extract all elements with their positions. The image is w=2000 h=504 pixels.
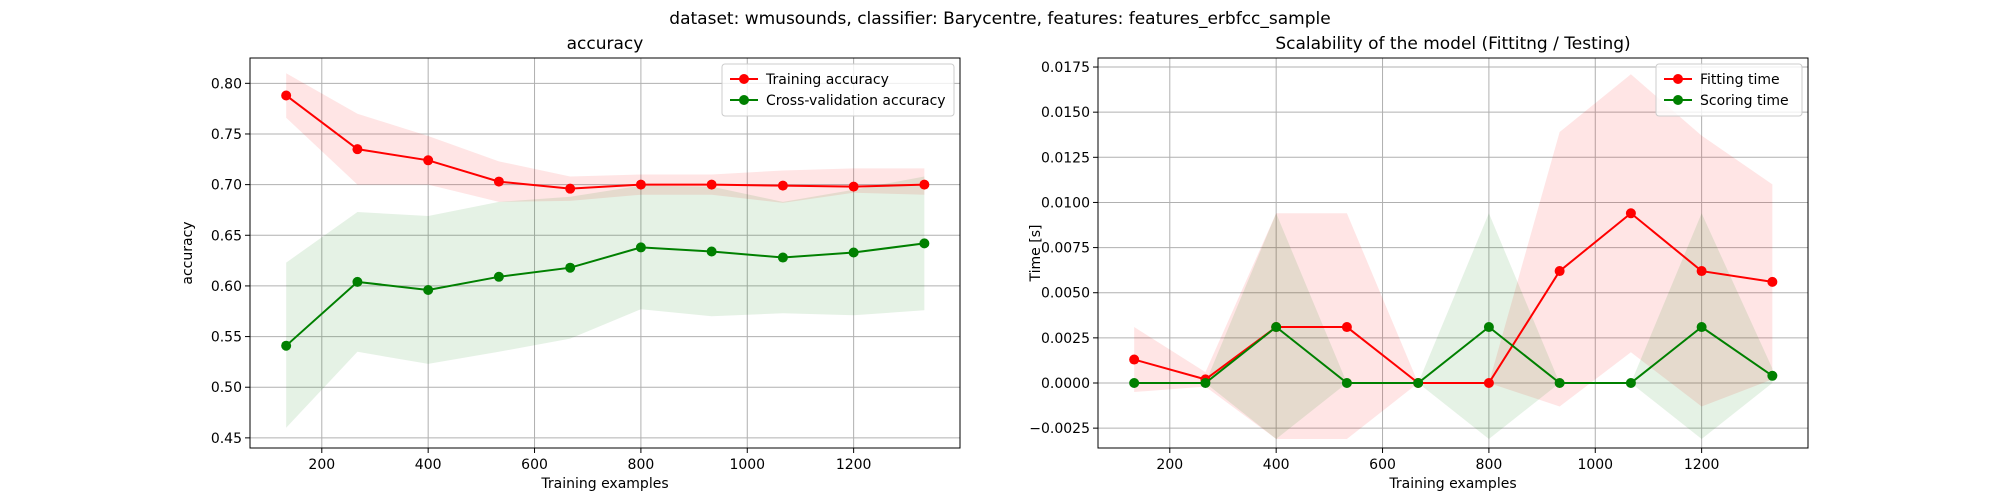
scalability-legend-box xyxy=(1655,63,1803,117)
accuracy-legend-box xyxy=(721,63,955,117)
accuracy-cross-validation-accuracy-point-0 xyxy=(281,340,292,351)
accuracy-training-accuracy-point-9 xyxy=(919,179,930,190)
accuracy-legend: Training accuracy Cross-validation accura… xyxy=(721,63,955,117)
accuracy-xtick-label-600: 600 xyxy=(521,457,548,473)
accuracy-cross-validation-accuracy-point-4 xyxy=(565,262,576,273)
accuracy-ytick-label-6: 0.75 xyxy=(211,127,242,143)
accuracy-legend-marker-cross-validation-accuracy xyxy=(739,95,749,105)
scalability-fitting-time-point-0 xyxy=(1129,354,1140,365)
accuracy-xtick-label-1200: 1200 xyxy=(836,457,872,473)
accuracy-training-accuracy-point-5 xyxy=(635,179,646,190)
scalability-ytick-label-3: 0.0050 xyxy=(1041,286,1090,302)
accuracy-ylabel: accuracy xyxy=(180,221,196,284)
accuracy-training-accuracy-point-4 xyxy=(565,183,576,194)
scalability-legend: Fitting time Scoring time xyxy=(1655,63,1803,117)
scalability-xtick-label-1000: 1000 xyxy=(1577,457,1613,473)
scalability-ytick-label-6: 0.0125 xyxy=(1041,150,1090,166)
scalability-axes-frame xyxy=(1097,57,1809,449)
scalability-fitting-time-line xyxy=(1133,211,1773,384)
accuracy-cross-validation-accuracy-point-2 xyxy=(423,284,434,295)
scalability-xtick-label-800: 800 xyxy=(1476,457,1503,473)
accuracy-cross-validation-accuracy-point-1 xyxy=(352,276,363,287)
accuracy-cross-validation-accuracy-point-9 xyxy=(919,238,930,249)
accuracy-cross-validation-accuracy-point-7 xyxy=(777,252,788,263)
scalability-scoring-time-point-3 xyxy=(1341,378,1352,388)
scalability-scoring-time-band xyxy=(1134,213,1773,439)
accuracy-cross-validation-accuracy-point-5 xyxy=(635,242,646,253)
scalability-ytick-label-4: 0.0075 xyxy=(1041,241,1090,257)
scalability-fitting-time-point-9 xyxy=(1767,276,1778,287)
scalability-ylabel: Time [s] xyxy=(1028,225,1044,283)
accuracy-ytick-label-0: 0.45 xyxy=(211,431,242,447)
accuracy-title: accuracy xyxy=(567,34,644,54)
scalability-scoring-time-line xyxy=(1134,325,1773,384)
scalability-scoring-time-point-6 xyxy=(1554,378,1565,388)
scalability-legend-marker-scoring-time xyxy=(1673,95,1683,105)
accuracy-xtick-label-800: 800 xyxy=(628,457,655,473)
accuracy-ytick-label-7: 0.80 xyxy=(211,76,242,92)
scalability-legend-label-fitting-time: Fitting time xyxy=(1700,72,1780,88)
scalability-xtick-label-1200: 1200 xyxy=(1684,457,1720,473)
scalability-scoring-time-point-2 xyxy=(1271,322,1282,333)
accuracy-ytick-label-3: 0.60 xyxy=(211,279,242,295)
scalability-scoring-time-point-1 xyxy=(1200,378,1211,388)
scalability-xlabel: Training examples xyxy=(1388,476,1516,492)
accuracy-training-accuracy-point-0 xyxy=(281,90,292,101)
accuracy-xtick-label-200: 200 xyxy=(308,457,335,473)
scalability-xtick-label-400: 400 xyxy=(1263,457,1290,473)
scalability-ytick-label-5: 0.0100 xyxy=(1041,195,1090,211)
scalability-fitting-time-point-7 xyxy=(1625,208,1636,219)
accuracy-cross-validation-accuracy-line xyxy=(285,242,925,347)
scalability-legend-label-scoring-time: Scoring time xyxy=(1700,93,1789,109)
accuracy-training-accuracy-band xyxy=(286,73,925,203)
scalability-fitting-time-point-8 xyxy=(1696,266,1707,277)
accuracy-cross-validation-accuracy-point-8 xyxy=(848,247,859,258)
accuracy-xtick-label-400: 400 xyxy=(415,457,442,473)
scalability-fitting-time-point-6 xyxy=(1554,266,1565,277)
accuracy-xlabel: Training examples xyxy=(540,476,668,492)
accuracy-cross-validation-accuracy-point-6 xyxy=(706,246,717,257)
accuracy-training-accuracy-line xyxy=(285,94,925,190)
accuracy-legend-marker-training-accuracy xyxy=(739,74,749,84)
accuracy-ytick-label-2: 0.55 xyxy=(211,330,242,346)
accuracy-axes-frame xyxy=(249,57,961,449)
scalability-scoring-time-point-4 xyxy=(1413,378,1424,388)
scalability-ytick-label-0: −0.0025 xyxy=(1029,421,1090,437)
scalability-chart: 200 400 600 800 1000 1200 −0.0025 0.0000 0.0025 0… xyxy=(1028,34,1809,492)
scalability-xtick-label-600: 600 xyxy=(1369,457,1396,473)
scalability-scoring-time-point-8 xyxy=(1696,322,1707,333)
accuracy-training-accuracy-point-2 xyxy=(423,155,434,166)
accuracy-training-accuracy-point-3 xyxy=(493,176,504,187)
accuracy-legend-label-cross-validation-accuracy: Cross-validation accuracy xyxy=(766,93,946,109)
scalability-title: Scalability of the model (Fittitng / Tes… xyxy=(1275,34,1630,54)
accuracy-legend-label-training-accuracy: Training accuracy xyxy=(765,72,889,88)
accuracy-training-accuracy-point-1 xyxy=(352,144,363,155)
accuracy-ytick-label-1: 0.50 xyxy=(211,380,242,396)
scalability-fitting-time-band xyxy=(1134,74,1773,439)
scalability-scoring-time-point-7 xyxy=(1625,378,1636,388)
scalability-legend-marker-fitting-time xyxy=(1673,74,1683,84)
accuracy-training-accuracy-point-8 xyxy=(848,181,859,192)
scalability-ytick-label-2: 0.0025 xyxy=(1041,331,1090,347)
accuracy-xtick-label-1000: 1000 xyxy=(729,457,765,473)
scalability-ytick-label-8: 0.0175 xyxy=(1041,60,1090,76)
scalability-xtick-label-200: 200 xyxy=(1156,457,1183,473)
accuracy-cross-validation-accuracy-point-3 xyxy=(493,271,504,282)
accuracy-cross-validation-accuracy-band xyxy=(286,176,925,428)
accuracy-training-accuracy-point-7 xyxy=(777,180,788,191)
scalability-fitting-time-point-5 xyxy=(1483,378,1494,388)
scalability-scoring-time-point-9 xyxy=(1767,370,1778,381)
scalability-ytick-label-1: 0.0000 xyxy=(1041,376,1090,392)
scalability-ytick-label-7: 0.0150 xyxy=(1041,105,1090,121)
figure-suptitle: dataset: wmusounds, classifier: Barycent… xyxy=(669,9,1330,29)
accuracy-ytick-label-4: 0.65 xyxy=(211,228,242,244)
accuracy-training-accuracy-point-6 xyxy=(706,179,717,190)
scalability-scoring-time-point-0 xyxy=(1129,378,1140,388)
scalability-fitting-time-point-3 xyxy=(1341,322,1352,333)
scalability-scoring-time-point-5 xyxy=(1483,322,1494,333)
accuracy-ytick-label-5: 0.70 xyxy=(211,178,242,194)
accuracy-chart: 200 400 600 800 1000 1200 0.45 0.50 0.55 0.60 0.65… xyxy=(180,34,961,492)
